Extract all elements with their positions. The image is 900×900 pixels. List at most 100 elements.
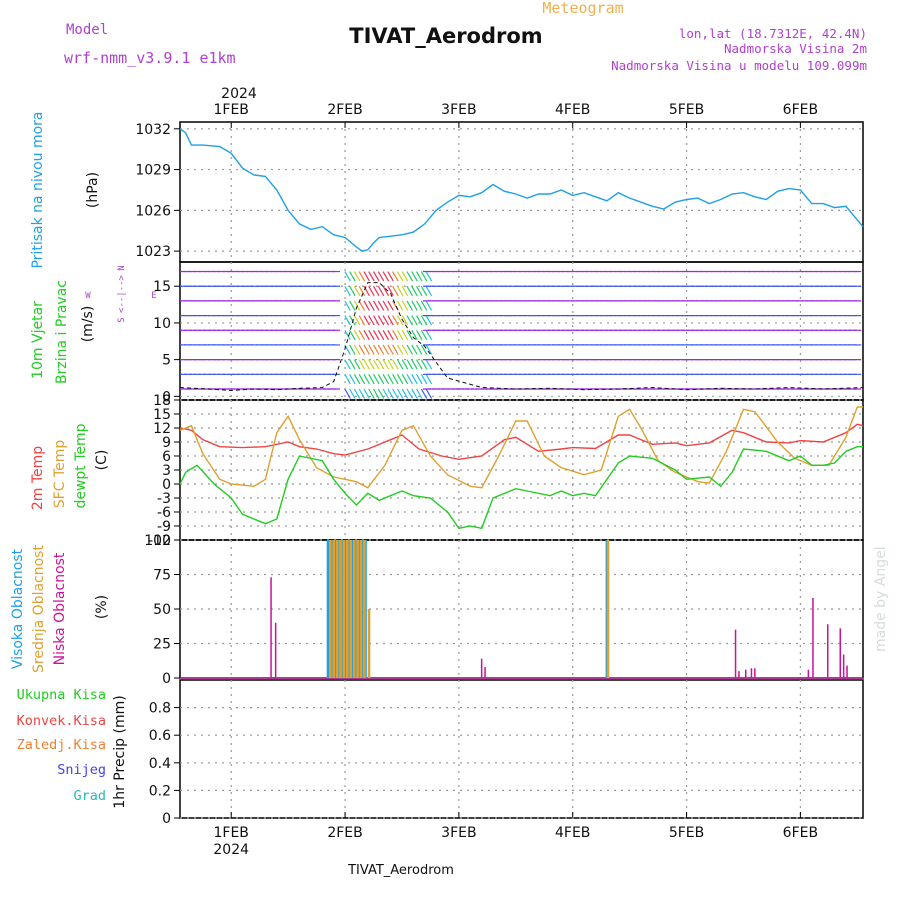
- wind-barb: [368, 315, 375, 326]
- wind-barb: [349, 315, 356, 326]
- wind-barb: [368, 359, 375, 370]
- bottom-date-tick-label: 1FEB: [214, 825, 249, 841]
- wind-barb: [425, 359, 433, 370]
- altitude-label: Nadmorska Visina 2m: [724, 41, 867, 56]
- low-cloud-bar: [738, 671, 740, 678]
- low-cloud-bar: [827, 624, 829, 678]
- wind-barb: [353, 271, 361, 282]
- compass-rose: N S <--|-->: [117, 265, 127, 322]
- wind-barb: [387, 285, 394, 297]
- wind-barb: [382, 271, 390, 282]
- wind-barb: [368, 344, 375, 355]
- bottom-date-tick-label: 6FEB: [783, 825, 818, 841]
- wind-barb: [363, 344, 370, 355]
- low-cloud-bar: [812, 598, 814, 678]
- wind-barb: [411, 388, 418, 399]
- station-title: TIVAT_Aerodrom: [349, 24, 542, 48]
- wind-barb: [401, 315, 409, 326]
- bottom-title: TIVAT_Aerodrom: [347, 863, 454, 878]
- wind-barb: [411, 344, 418, 355]
- wind-barb: [372, 344, 380, 355]
- low-cloud-bar: [839, 628, 841, 678]
- wind-barb: [372, 374, 380, 385]
- wind-unit-label: (m/s): [80, 306, 96, 343]
- wind-barb: [372, 285, 380, 297]
- y-tick-label: 0: [162, 671, 171, 687]
- mid-cloud-bar: [349, 540, 352, 678]
- top-date-tick-label: 5FEB: [669, 102, 704, 118]
- mid-cloud-bar: [339, 540, 342, 678]
- wind-barb: [387, 300, 394, 311]
- bottom-date-tick-label: 3FEB: [441, 825, 476, 841]
- plot-layer: 1FEB 1FEB 2FEB 2FEB 3FEB 3FEB 4FEB 4FEB 5FEB 5FEB…: [135, 102, 864, 858]
- y-tick-label: 1023: [135, 244, 171, 260]
- wind-barb: [401, 300, 409, 311]
- y-tick-label: 0.6: [149, 728, 171, 744]
- wind-barb: [349, 285, 356, 297]
- meteogram-label: Meteogram: [542, 0, 623, 17]
- temp-sfc-line: [179, 406, 863, 489]
- low-cloud-bar: [807, 669, 810, 678]
- wind-barb: [420, 329, 428, 341]
- y-tick-label: 1032: [135, 122, 171, 138]
- wind-barb: [411, 300, 418, 311]
- low-cloud-bar: [484, 667, 486, 678]
- bottom-year-label: 2024: [213, 842, 249, 858]
- wind-barb: [411, 359, 418, 370]
- wind-barb: [363, 359, 370, 370]
- wind-barb: [349, 388, 356, 399]
- mid-cloud-bar: [356, 540, 359, 678]
- compass-south: S: [117, 317, 127, 322]
- wind-barb: [363, 285, 370, 297]
- wind-barb: [401, 271, 409, 282]
- precip-label-conv: Konvek.Kisa: [17, 713, 106, 729]
- wind-barb: [401, 285, 409, 297]
- wind-barb: [416, 374, 423, 385]
- wind-barb: [416, 285, 423, 297]
- wind-barb: [406, 271, 414, 282]
- high-cloud-bar: [326, 540, 330, 678]
- wind-barb: [377, 344, 385, 355]
- mid-cloud-bar: [342, 540, 346, 678]
- y-tick-label: 9: [162, 435, 171, 451]
- wind-barb: [416, 388, 423, 399]
- wind-barb: [425, 315, 433, 326]
- top-date-tick-label: 6FEB: [783, 102, 818, 118]
- wind-barb: [420, 315, 428, 326]
- wind-barb: [406, 300, 414, 311]
- precip-label-snow: Snijeg: [57, 762, 106, 778]
- low-cloud-bar: [750, 668, 753, 678]
- wind-barb: [392, 329, 399, 341]
- wind-barb: [382, 344, 390, 355]
- wind-barb: [392, 388, 399, 399]
- mid-cloud-bar: [359, 540, 363, 678]
- temp-unit-label: (C): [94, 450, 110, 471]
- wind-barb: [353, 329, 361, 341]
- wind-barb: [425, 285, 433, 297]
- wind-barb: [372, 359, 380, 370]
- wind-barb: [396, 359, 404, 370]
- bottom-date-tick-label: 2FEB: [327, 825, 362, 841]
- wind-barb: [387, 344, 394, 355]
- wind-barb: [425, 374, 433, 385]
- wind-barb: [392, 344, 399, 355]
- wind-barb: [368, 271, 375, 282]
- wind-barb: [349, 271, 356, 282]
- top-date-tick-label: 2FEB: [327, 102, 362, 118]
- top-date-tick-label: 3FEB: [441, 102, 476, 118]
- wind-barb: [372, 329, 380, 341]
- wind-barb: [401, 388, 409, 399]
- pressure-line: [179, 128, 864, 252]
- coords-label: lon,lat (18.7312E, 42.4N): [679, 26, 867, 41]
- mid-cloud-bar: [329, 540, 332, 678]
- wind-barb: [368, 329, 375, 341]
- wind-barb: [401, 329, 409, 341]
- low-cloud-bar: [745, 669, 747, 678]
- wind-barb: [392, 285, 399, 297]
- y-tick-label: -3: [157, 491, 171, 507]
- y-tick-label: 0: [162, 811, 171, 827]
- y-tick-label: 3: [162, 463, 171, 479]
- wind-barb: [344, 374, 351, 385]
- wind-barb: [358, 359, 366, 370]
